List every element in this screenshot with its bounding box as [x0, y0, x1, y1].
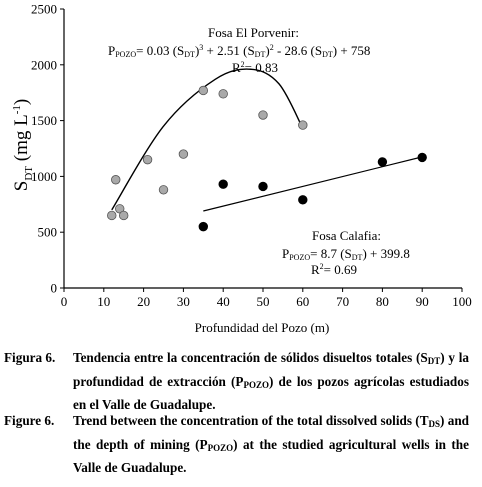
annotation-title-calafia: Fosa Calafia:: [312, 228, 381, 243]
x-tick-label: 0: [61, 294, 68, 309]
data-point-porvenir: [178, 149, 189, 159]
x-tick-label: 90: [416, 294, 429, 309]
data-point-porvenir: [258, 110, 268, 120]
data-point-calafia: [417, 152, 427, 163]
data-point-porvenir: [218, 89, 228, 99]
x-tick-label: 60: [296, 294, 309, 309]
y-tick-label: 2000: [31, 57, 57, 72]
trend-line-porvenir: [111, 68, 304, 211]
x-tick-label: 40: [217, 294, 230, 309]
y-tick-label: 1500: [31, 113, 57, 128]
x-tick-label: 70: [336, 294, 349, 309]
equation-porvenir: PPOZO= 0.03 (SDT)3 + 2.51 (SDT)2 - 28.6 …: [108, 43, 370, 59]
caption-english: Figure 6. Trend between the concentratio…: [0, 411, 482, 475]
y-tick-labels: 0 500 1000 1500 2000 2500: [31, 2, 57, 296]
x-tick-labels: 0 10 20 30 40 50 60 70 80 90 100: [61, 294, 472, 309]
scatter-chart: 0 10 20 30 40 50 60 70 80 90 100 0 500 1000 1500 2000 2…: [11, 2, 472, 336]
caption-en-label: Figure 6.: [4, 413, 55, 428]
x-tick-label: 20: [137, 294, 150, 309]
y-tick-label: 0: [51, 281, 58, 296]
equation-calafia: PPOZO= 8.7 (SDT) + 399.8: [282, 246, 410, 262]
caption-en-text: Trend between the concentration of the t…: [73, 413, 469, 475]
data-point-porvenir: [298, 120, 308, 130]
r2-porvenir: R2= 0.83: [232, 60, 278, 75]
data-point-calafia: [218, 179, 228, 189]
data-point-porvenir: [107, 210, 117, 221]
trend-line-calafia: [203, 156, 423, 212]
caption-es-text: Tendencia entre la concentración de sóli…: [73, 350, 469, 412]
data-point-calafia: [258, 181, 268, 192]
data-point-porvenir: [198, 85, 209, 96]
caption-es-label: Figura 6.: [4, 350, 56, 365]
caption-spanish: Figura 6. Tendencia entre la concentraci…: [0, 348, 482, 412]
x-tick-label: 100: [452, 294, 472, 309]
y-tick-label: 500: [38, 225, 58, 240]
y-tick-label: 1000: [31, 169, 57, 184]
x-tick-label: 50: [257, 294, 270, 309]
data-point-porvenir: [142, 154, 153, 165]
data-point-porvenir: [111, 175, 121, 185]
x-axis-label: Profundidad del Pozo (m): [195, 320, 330, 335]
trend-lines: [111, 68, 423, 212]
x-tick-label: 30: [177, 294, 190, 309]
data-point-porvenir: [158, 185, 169, 195]
y-axis-label: SDT (mg L-1): [11, 99, 35, 191]
data-point-porvenir: [118, 210, 129, 221]
data-point-calafia: [377, 157, 388, 167]
y-tick-label: 2500: [31, 2, 57, 17]
r2-calafia: R2= 0.69: [311, 262, 357, 277]
axes: [60, 8, 463, 292]
data-point-calafia: [298, 195, 308, 205]
data-points: [107, 85, 427, 232]
annotation-title-porvenir: Fosa El Porvenir:: [208, 25, 299, 40]
x-tick-label: 80: [376, 294, 389, 309]
x-tick-label: 10: [97, 294, 110, 309]
data-point-calafia: [198, 221, 209, 232]
